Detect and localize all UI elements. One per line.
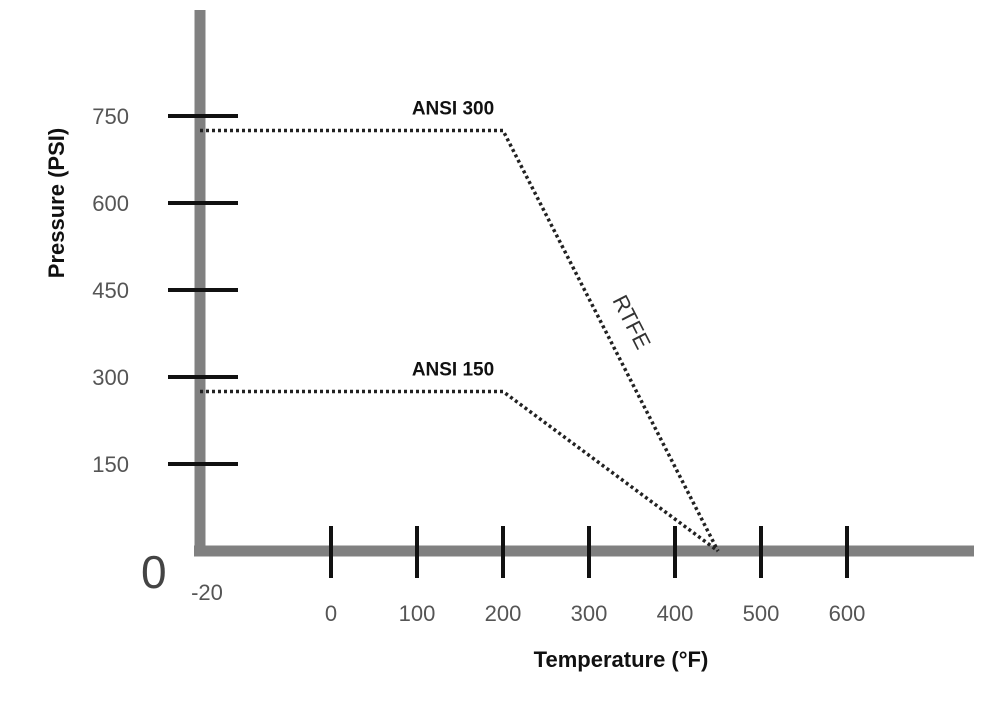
x-tick-label: 400	[657, 601, 694, 626]
series-label: ANSI 300	[412, 99, 494, 120]
x-tick-label: 100	[399, 601, 436, 626]
x-tick-label: -20	[191, 580, 223, 605]
x-axis-title: Temperature (°F)	[534, 647, 709, 672]
x-tick-label: 0	[325, 601, 337, 626]
y-tick-label: 300	[92, 365, 129, 390]
y-tick-label: 750	[92, 104, 129, 129]
y-tick-label: 150	[92, 452, 129, 477]
x-tick-label: 500	[743, 601, 780, 626]
annotation-label: RTFE	[608, 291, 656, 353]
x-tick-label: 600	[829, 601, 866, 626]
x-tick-label: 200	[485, 601, 522, 626]
y-tick-label: 600	[92, 191, 129, 216]
x-tick-label: 300	[571, 601, 608, 626]
y-tick-label: 450	[92, 278, 129, 303]
series-line	[200, 128, 720, 552]
x-ticks: -20 0 100 200 300 400 500 600	[191, 526, 865, 626]
series-label: ANSI 150	[412, 360, 494, 381]
y-axis-title: Pressure (PSI)	[44, 128, 69, 278]
y-ticks: 150 300 450 600 750	[92, 104, 238, 477]
origin-label: 0	[141, 546, 167, 598]
series-line	[200, 389, 720, 553]
series-layer: ANSI 300 ANSI 150 RTFE	[200, 99, 720, 553]
